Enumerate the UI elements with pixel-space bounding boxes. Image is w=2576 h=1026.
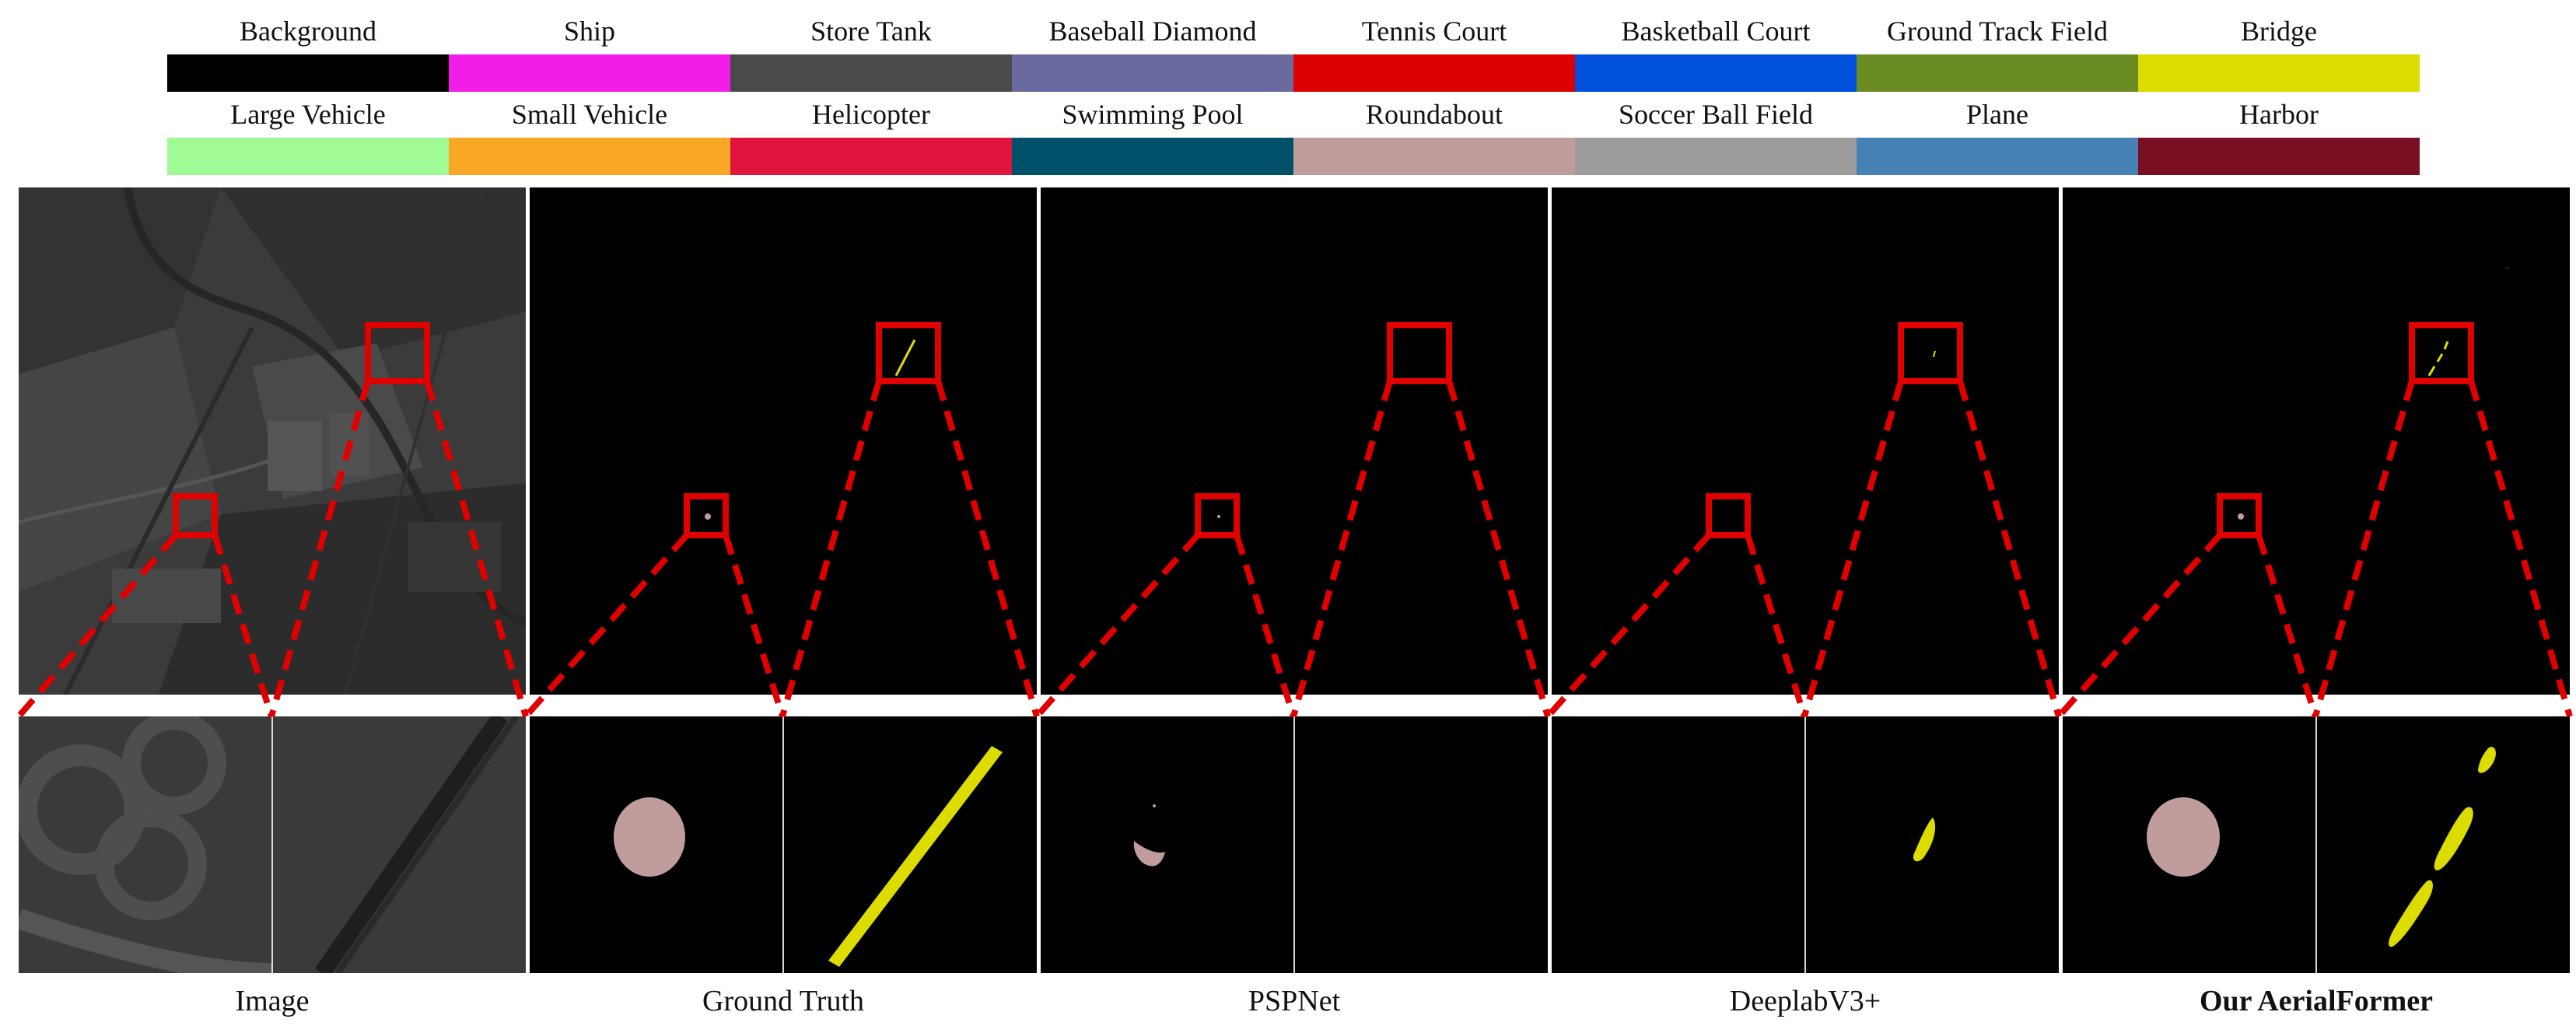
legend-item-small-vehicle: Small Vehicle (449, 91, 730, 177)
legend-item-plane: Plane (1857, 91, 2138, 177)
legend-item-baseball-diamond: Baseball Diamond (1012, 8, 1293, 93)
deeplab-zoom (1552, 716, 2059, 973)
panel-caption: Our AerialFormer (2199, 985, 2434, 1017)
legend-item-background: Background (167, 8, 449, 93)
zoom-divider (1293, 716, 1295, 973)
zoom-divider (271, 716, 273, 973)
legend-label: Swimming Pool (1062, 99, 1244, 130)
legend-item-basketball-court: Basketball Court (1575, 8, 1857, 93)
legend-label: Harbor (2239, 99, 2319, 130)
panel-ground-truth: Ground Truth (530, 187, 1037, 1017)
legend-label: Soccer Ball Field (1619, 99, 1813, 130)
deeplab-map (1552, 187, 2059, 695)
legend-label: Large Vehicle (230, 99, 386, 130)
legend-swatch (1012, 54, 1293, 92)
pspnet-zoom-mask (1133, 804, 1165, 867)
deeplab-zoom-mask (1913, 818, 1936, 862)
legend-swatch (1012, 138, 1293, 175)
legend-label: Plane (1966, 99, 2028, 130)
legend-swatch (1857, 138, 2138, 175)
zoom-divider (1804, 716, 1806, 973)
legend-item-ground-track-field: Ground Track Field (1857, 8, 2138, 93)
pspnet-mask (1217, 515, 1220, 518)
panel-image: Image (19, 187, 526, 1017)
zoom-divider (2315, 716, 2317, 973)
pspnet-map (1041, 187, 1548, 695)
legend-label: Roundabout (1366, 99, 1503, 130)
legend-swatch (1575, 138, 1857, 175)
panel-caption: DeeplabV3+ (1729, 985, 1881, 1017)
comparison-panels: Image Ground Truth (19, 187, 2570, 1017)
legend-item-tennis-court: Tennis Court (1293, 8, 1575, 93)
ground-truth-zoom (530, 716, 1037, 973)
legend-item-harbor: Harbor (2138, 91, 2420, 177)
legend-label: Basketball Court (1621, 16, 1811, 47)
aerial-texture (19, 187, 526, 695)
legend-item-roundabout: Roundabout (1293, 91, 1575, 177)
legend-label: Ship (563, 16, 616, 47)
ground-truth-mask (705, 339, 916, 520)
aerialformer-mask (2238, 267, 2509, 520)
legend-item-ship: Ship (449, 8, 730, 93)
legend-item-helicopter: Helicopter (730, 91, 1012, 177)
legend-label: Tennis Court (1361, 16, 1507, 47)
legend-item-swimming-pool: Swimming Pool (1012, 91, 1293, 177)
legend-label: Store Tank (810, 16, 932, 47)
aerialformer-map (2063, 187, 2570, 695)
panel-deeplabv3plus: DeeplabV3+ (1552, 187, 2059, 1017)
legend-row-1: Background Ship Store Tank Baseball Diam… (167, 8, 2420, 93)
aerialformer-zoom (2063, 716, 2570, 973)
legend-item-large-vehicle: Large Vehicle (167, 91, 449, 177)
legend-swatch (730, 54, 1012, 92)
legend-swatch (2138, 138, 2420, 175)
legend-label: Small Vehicle (511, 99, 668, 130)
aerial-image-zoom (19, 716, 526, 973)
aerial-image (19, 187, 526, 695)
legend-swatch (167, 138, 449, 175)
deeplab-mask (1933, 350, 1936, 358)
legend-swatch (449, 54, 730, 92)
legend-item-bridge: Bridge (2138, 8, 2420, 93)
legend-swatch (1575, 54, 1857, 92)
panel-pspnet: PSPNet (1041, 187, 1548, 1017)
panel-caption: PSPNet (1248, 985, 1341, 1017)
legend-swatch (1857, 54, 2138, 92)
ground-truth-map (530, 187, 1037, 695)
legend-label: Helicopter (812, 99, 930, 130)
zoom-divider (782, 716, 784, 973)
legend-row-2: Large Vehicle Small Vehicle Helicopter S… (167, 91, 2420, 177)
legend-swatch (730, 138, 1012, 175)
panel-caption: Ground Truth (702, 985, 864, 1017)
legend-item-store-tank: Store Tank (730, 8, 1012, 93)
ground-truth-zoom-mask (614, 746, 1003, 967)
legend-swatch (1293, 54, 1575, 92)
aerialformer-zoom-mask (2147, 747, 2496, 947)
legend-swatch (449, 138, 730, 175)
panel-aerialformer: Our AerialFormer (2063, 187, 2570, 1017)
panel-caption: Image (235, 985, 310, 1017)
legend-label: Bridge (2241, 16, 2317, 47)
legend-swatch (167, 54, 449, 92)
legend-label: Ground Track Field (1886, 16, 2108, 47)
legend-label: Baseball Diamond (1048, 16, 1257, 47)
pspnet-zoom (1041, 716, 1548, 973)
legend-item-soccer-ball-field: Soccer Ball Field (1575, 91, 1857, 177)
legend-swatch (1293, 138, 1575, 175)
legend-label: Background (240, 16, 376, 47)
legend-swatch (2138, 54, 2420, 92)
